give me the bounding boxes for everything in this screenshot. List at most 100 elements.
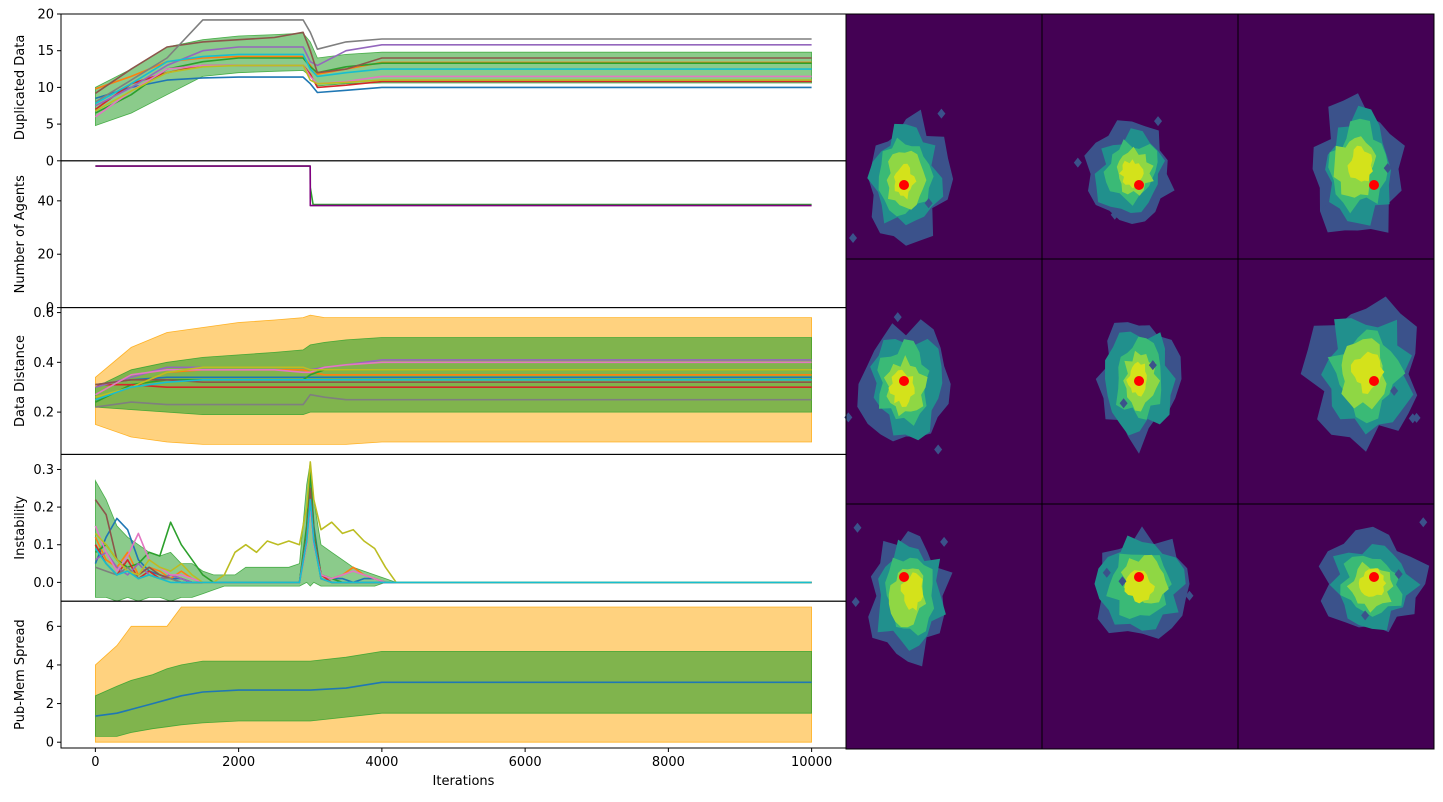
y-tick-label: 0.2 — [33, 501, 54, 516]
panel-1: 0 5 10 15 20 Duplicated Data — [13, 8, 847, 169]
series-line — [95, 53, 812, 105]
series-line — [94, 498, 812, 584]
contour-speck — [849, 233, 858, 244]
center-marker — [1134, 376, 1144, 386]
series-line — [95, 366, 812, 398]
x-tick-label: 0 — [91, 755, 99, 770]
y-tick-label: 6 — [46, 620, 54, 635]
y-tick-label: 20 — [37, 8, 54, 23]
series-line — [94, 491, 812, 584]
panel-2: 0 20 40 Number of Agents — [13, 160, 847, 316]
series-line — [94, 461, 812, 584]
density-heatmap — [1237, 503, 1435, 750]
y-tick-label: 0 — [46, 301, 54, 316]
y-tick-label: 4 — [46, 658, 54, 673]
series-line — [94, 491, 812, 584]
contour-speck — [1154, 116, 1163, 127]
center-marker — [899, 572, 909, 582]
center-marker — [899, 180, 909, 190]
density-heatmap — [845, 13, 1043, 260]
density-heatmap — [1237, 13, 1435, 260]
x-tick-label: 4000 — [365, 755, 398, 770]
contour-speck — [1390, 385, 1399, 396]
series-line — [95, 379, 812, 401]
series-line — [94, 19, 812, 103]
series-line — [95, 165, 812, 206]
panel-5: 0 2 4 6 Pub-Mem Spread 0 2000 4000 6000 8000 10000… — [13, 600, 847, 789]
series-line — [95, 369, 812, 401]
heatmap-frame — [1237, 503, 1435, 750]
center-marker — [1134, 180, 1144, 190]
density-heatmap — [1041, 13, 1239, 260]
series-line — [94, 64, 812, 111]
x-axis-label: Iterations — [433, 774, 495, 789]
center-marker — [1369, 572, 1379, 582]
center-marker — [899, 376, 909, 386]
contour-speck — [940, 536, 949, 547]
contour-speck — [1412, 412, 1421, 423]
x-tick-label: 8000 — [652, 755, 685, 770]
contour-speck — [893, 312, 902, 323]
center-marker — [1134, 572, 1144, 582]
y-tick-label: 40 — [37, 194, 54, 209]
contour-speck — [1383, 163, 1392, 174]
y-tick-label: 20 — [37, 248, 54, 263]
y-axis-label: Duplicated Data — [13, 35, 28, 140]
x-tick-label: 2000 — [222, 755, 255, 770]
x-tick-label: 10000 — [791, 755, 832, 770]
contour-level — [1358, 568, 1387, 597]
contour-speck — [1185, 590, 1194, 601]
series-line — [94, 487, 812, 584]
contour-level — [1124, 570, 1155, 604]
density-heatmap — [845, 503, 1043, 750]
contour-speck — [937, 108, 946, 119]
axes-frame — [60, 160, 847, 309]
contour-speck — [934, 444, 943, 455]
y-axis-label: Instability — [13, 496, 28, 560]
y-tick-label: 0.3 — [33, 463, 54, 478]
contour-speck — [851, 597, 860, 608]
confidence-band — [95, 651, 812, 737]
series-line — [95, 44, 812, 107]
heatmap-grid — [844, 13, 1435, 750]
contour-speck — [1394, 569, 1403, 580]
contour-speck — [1419, 517, 1428, 528]
y-tick-label: 2 — [46, 697, 54, 712]
series-line — [95, 498, 812, 584]
series-line — [95, 681, 812, 717]
contour-speck — [1118, 576, 1127, 587]
density-heatmap — [1041, 503, 1239, 750]
contour-speck — [1119, 398, 1128, 409]
series-line — [95, 64, 812, 112]
series-line — [94, 498, 812, 584]
center-marker — [1369, 180, 1379, 190]
contour-level — [900, 572, 924, 611]
contour-speck — [1102, 567, 1111, 578]
y-axis-label: Pub-Mem Spread — [13, 619, 28, 730]
y-tick-label: 5 — [46, 118, 54, 133]
series-line — [95, 376, 812, 386]
series-line — [94, 31, 812, 94]
y-tick-label: 0.4 — [33, 356, 54, 371]
density-heatmap — [1041, 258, 1239, 505]
contour-speck — [1110, 209, 1119, 220]
y-axis-label: Data Distance — [13, 335, 28, 427]
density-heatmap — [844, 258, 1043, 505]
y-tick-label: 0 — [46, 736, 54, 751]
heatmap-background — [1238, 504, 1434, 749]
y-tick-label: 0.1 — [33, 538, 54, 553]
y-tick-label: 0.0 — [33, 576, 54, 591]
contour-speck — [1361, 610, 1370, 621]
contour-level — [1347, 145, 1373, 182]
series-line — [95, 165, 812, 207]
y-tick-label: 10 — [37, 81, 54, 96]
center-marker — [1369, 376, 1379, 386]
contour-speck — [924, 198, 933, 209]
x-tick-label: 6000 — [509, 755, 542, 770]
series-line — [95, 76, 812, 100]
contour-speck — [853, 522, 862, 533]
panel-3: 0.2 0.4 0.6 Data Distance — [13, 306, 847, 455]
density-heatmap — [1237, 258, 1435, 505]
